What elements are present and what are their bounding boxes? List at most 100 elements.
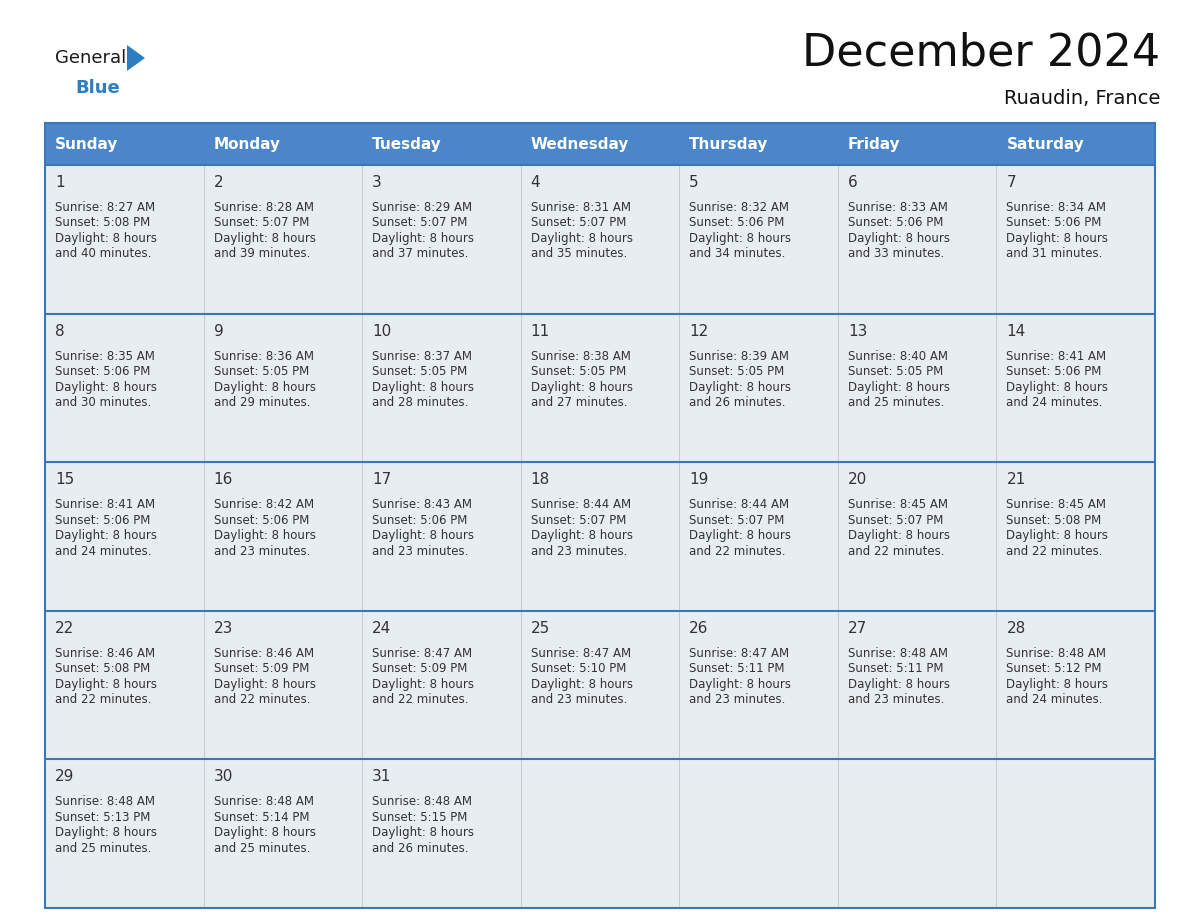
Text: Sunrise: 8:43 AM: Sunrise: 8:43 AM: [372, 498, 472, 511]
Bar: [838, 165, 997, 314]
Text: Daylight: 8 hours: Daylight: 8 hours: [1006, 232, 1108, 245]
Bar: [362, 314, 520, 462]
Text: Daylight: 8 hours: Daylight: 8 hours: [531, 381, 633, 394]
Text: Sunrise: 8:35 AM: Sunrise: 8:35 AM: [55, 350, 154, 363]
Text: Sunset: 5:07 PM: Sunset: 5:07 PM: [214, 217, 309, 230]
Text: Sunrise: 8:38 AM: Sunrise: 8:38 AM: [531, 350, 631, 363]
Text: 26: 26: [689, 621, 709, 636]
Text: and 22 minutes.: and 22 minutes.: [55, 693, 152, 706]
Text: 27: 27: [848, 621, 867, 636]
Bar: [838, 610, 997, 759]
Text: Daylight: 8 hours: Daylight: 8 hours: [531, 677, 633, 691]
Bar: [520, 610, 680, 759]
Bar: [680, 759, 838, 908]
Bar: [45, 165, 203, 314]
Text: Sunrise: 8:39 AM: Sunrise: 8:39 AM: [689, 350, 789, 363]
Text: 11: 11: [531, 324, 550, 339]
Bar: [203, 759, 362, 908]
Text: 21: 21: [1006, 472, 1025, 487]
Text: 24: 24: [372, 621, 391, 636]
Text: Daylight: 8 hours: Daylight: 8 hours: [55, 529, 157, 543]
Text: and 27 minutes.: and 27 minutes.: [531, 396, 627, 409]
Text: and 24 minutes.: and 24 minutes.: [1006, 693, 1102, 706]
Text: and 25 minutes.: and 25 minutes.: [848, 396, 944, 409]
Text: Wednesday: Wednesday: [531, 137, 630, 151]
Text: Sunset: 5:06 PM: Sunset: 5:06 PM: [214, 514, 309, 527]
Bar: [203, 165, 362, 314]
Bar: [680, 610, 838, 759]
Text: Sunset: 5:11 PM: Sunset: 5:11 PM: [689, 662, 785, 676]
Text: and 39 minutes.: and 39 minutes.: [214, 248, 310, 261]
Text: Daylight: 8 hours: Daylight: 8 hours: [1006, 529, 1108, 543]
Text: Sunrise: 8:45 AM: Sunrise: 8:45 AM: [1006, 498, 1106, 511]
Text: and 22 minutes.: and 22 minutes.: [214, 693, 310, 706]
Bar: [45, 314, 203, 462]
Bar: [362, 610, 520, 759]
Text: Sunrise: 8:27 AM: Sunrise: 8:27 AM: [55, 201, 156, 214]
Text: Sunset: 5:12 PM: Sunset: 5:12 PM: [1006, 662, 1102, 676]
Text: and 34 minutes.: and 34 minutes.: [689, 248, 785, 261]
Text: Daylight: 8 hours: Daylight: 8 hours: [848, 381, 950, 394]
Text: Daylight: 8 hours: Daylight: 8 hours: [55, 677, 157, 691]
Bar: [203, 123, 362, 165]
Text: Sunday: Sunday: [55, 137, 119, 151]
Text: Sunrise: 8:32 AM: Sunrise: 8:32 AM: [689, 201, 789, 214]
Text: Sunrise: 8:45 AM: Sunrise: 8:45 AM: [848, 498, 948, 511]
Text: 2: 2: [214, 175, 223, 190]
Text: Sunset: 5:10 PM: Sunset: 5:10 PM: [531, 662, 626, 676]
Text: Sunrise: 8:48 AM: Sunrise: 8:48 AM: [214, 795, 314, 809]
Text: Sunset: 5:05 PM: Sunset: 5:05 PM: [372, 365, 467, 378]
Text: 25: 25: [531, 621, 550, 636]
Bar: [203, 462, 362, 610]
Text: Sunset: 5:07 PM: Sunset: 5:07 PM: [848, 514, 943, 527]
Text: Sunrise: 8:44 AM: Sunrise: 8:44 AM: [689, 498, 789, 511]
Text: Sunrise: 8:36 AM: Sunrise: 8:36 AM: [214, 350, 314, 363]
Bar: [362, 165, 520, 314]
Text: Sunrise: 8:46 AM: Sunrise: 8:46 AM: [55, 647, 156, 660]
Text: Sunset: 5:06 PM: Sunset: 5:06 PM: [689, 217, 784, 230]
Text: Ruaudin, France: Ruaudin, France: [1004, 88, 1159, 107]
Text: and 24 minutes.: and 24 minutes.: [55, 544, 152, 558]
Text: Daylight: 8 hours: Daylight: 8 hours: [372, 381, 474, 394]
Text: Sunrise: 8:48 AM: Sunrise: 8:48 AM: [1006, 647, 1106, 660]
Text: 17: 17: [372, 472, 391, 487]
Text: 22: 22: [55, 621, 74, 636]
Text: Sunset: 5:06 PM: Sunset: 5:06 PM: [55, 365, 151, 378]
Text: Daylight: 8 hours: Daylight: 8 hours: [689, 677, 791, 691]
Text: 28: 28: [1006, 621, 1025, 636]
Text: Daylight: 8 hours: Daylight: 8 hours: [214, 529, 316, 543]
Text: and 23 minutes.: and 23 minutes.: [372, 544, 468, 558]
Text: and 25 minutes.: and 25 minutes.: [214, 842, 310, 855]
Text: Daylight: 8 hours: Daylight: 8 hours: [55, 826, 157, 839]
Text: Daylight: 8 hours: Daylight: 8 hours: [1006, 381, 1108, 394]
Text: Sunrise: 8:42 AM: Sunrise: 8:42 AM: [214, 498, 314, 511]
Text: Sunset: 5:06 PM: Sunset: 5:06 PM: [1006, 217, 1101, 230]
Bar: [362, 462, 520, 610]
Text: 10: 10: [372, 324, 391, 339]
Text: Daylight: 8 hours: Daylight: 8 hours: [689, 232, 791, 245]
Bar: [997, 610, 1155, 759]
Bar: [680, 314, 838, 462]
Text: and 28 minutes.: and 28 minutes.: [372, 396, 468, 409]
Polygon shape: [127, 45, 145, 71]
Text: Saturday: Saturday: [1006, 137, 1085, 151]
Text: Sunrise: 8:47 AM: Sunrise: 8:47 AM: [372, 647, 473, 660]
Bar: [45, 462, 203, 610]
Text: 9: 9: [214, 324, 223, 339]
Text: 16: 16: [214, 472, 233, 487]
Text: Daylight: 8 hours: Daylight: 8 hours: [214, 826, 316, 839]
Text: Blue: Blue: [75, 79, 120, 97]
Bar: [680, 462, 838, 610]
Text: Sunset: 5:06 PM: Sunset: 5:06 PM: [1006, 365, 1101, 378]
Text: 7: 7: [1006, 175, 1016, 190]
Text: Sunset: 5:08 PM: Sunset: 5:08 PM: [1006, 514, 1101, 527]
Text: and 24 minutes.: and 24 minutes.: [1006, 396, 1102, 409]
Text: and 33 minutes.: and 33 minutes.: [848, 248, 944, 261]
Text: 18: 18: [531, 472, 550, 487]
Text: Sunset: 5:07 PM: Sunset: 5:07 PM: [689, 514, 784, 527]
Text: and 22 minutes.: and 22 minutes.: [372, 693, 468, 706]
Text: Sunrise: 8:37 AM: Sunrise: 8:37 AM: [372, 350, 472, 363]
Text: Daylight: 8 hours: Daylight: 8 hours: [689, 529, 791, 543]
Text: Sunset: 5:14 PM: Sunset: 5:14 PM: [214, 811, 309, 823]
Text: 5: 5: [689, 175, 699, 190]
